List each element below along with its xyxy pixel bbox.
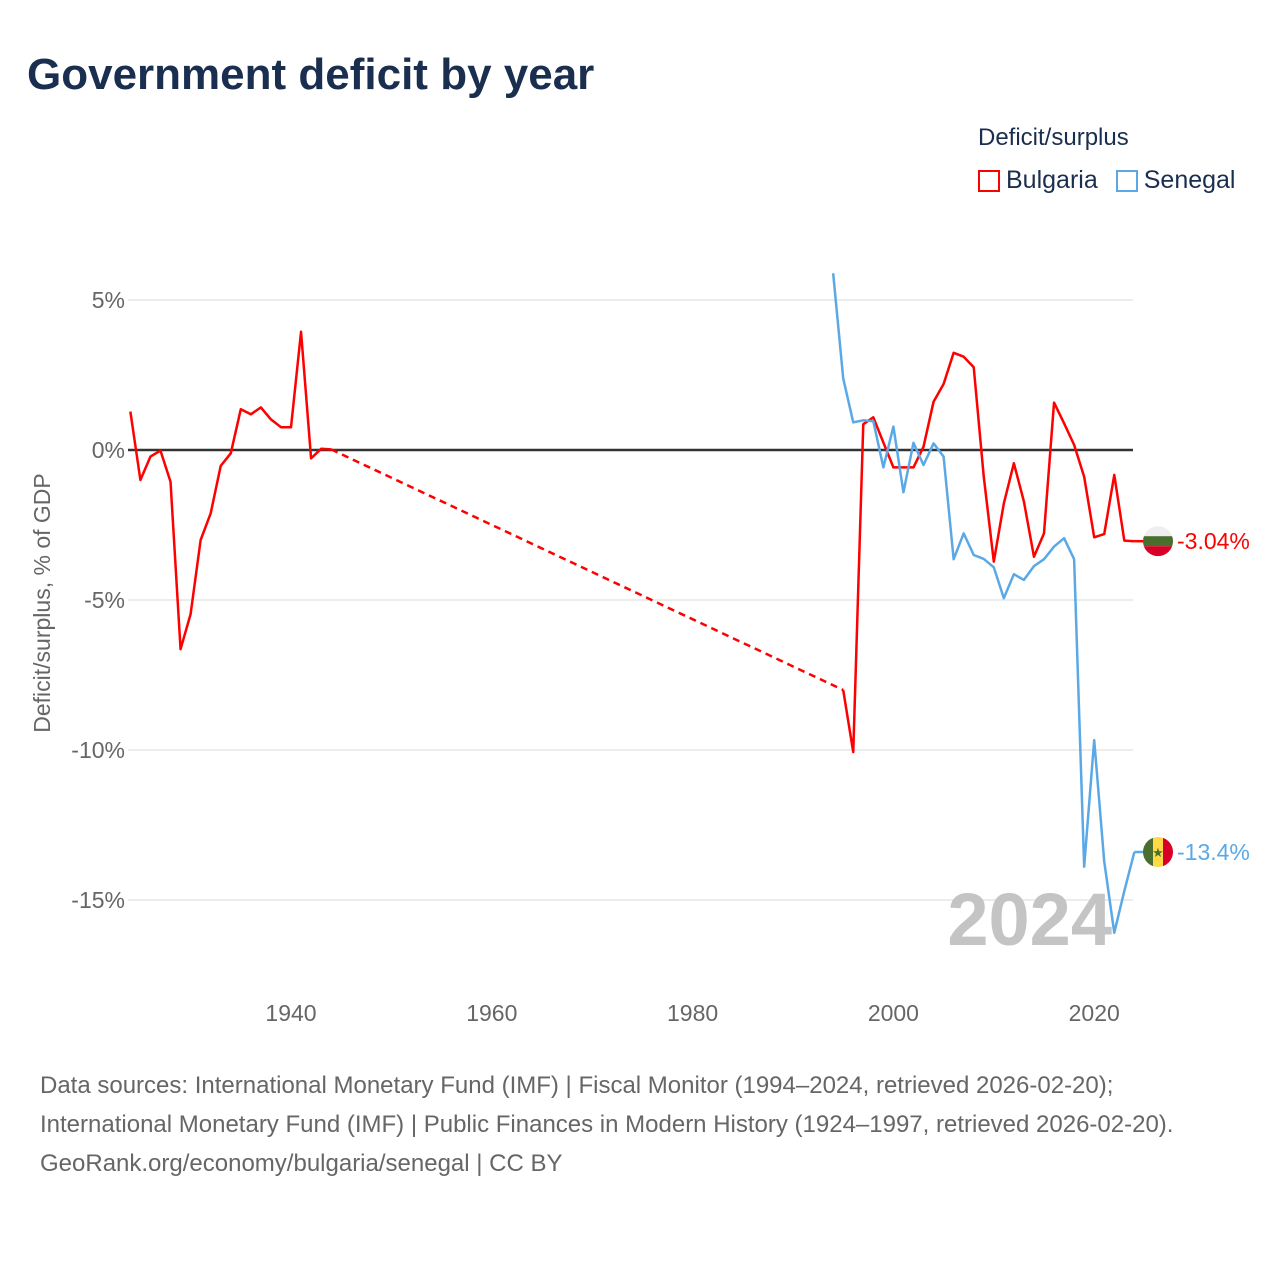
- series-line-senegal: [831, 273, 1136, 934]
- x-tick-label: 1940: [265, 1000, 316, 1026]
- legend-title: Deficit/surplus: [978, 124, 1129, 151]
- y-tick-label: -15%: [71, 887, 125, 913]
- x-tick-label: 2000: [868, 1000, 919, 1026]
- end-label-bulgaria: -3.04%: [1177, 528, 1250, 554]
- bulgaria-flag-icon: [1143, 526, 1173, 557]
- legend: Bulgaria Senegal: [978, 166, 1235, 195]
- y-tick-label: 0%: [92, 437, 125, 463]
- y-tick-label: -5%: [84, 587, 125, 613]
- chart-title: Government deficit by year: [27, 50, 595, 99]
- legend-item-senegal[interactable]: Senegal: [1115, 166, 1236, 195]
- data-sources: Data sources: International Monetary Fun…: [40, 1072, 1174, 1138]
- series-gap-bulgaria: [330, 448, 844, 692]
- credit-link[interactable]: GeoRank.org/economy/bulgaria/senegal | C…: [40, 1150, 563, 1177]
- legend-label-bulgaria: Bulgaria: [1006, 166, 1098, 194]
- y-tick-label: 5%: [92, 287, 125, 313]
- series-line-bulgaria: [129, 330, 332, 651]
- legend-swatch-bulgaria: [978, 169, 1000, 192]
- svg-text:★: ★: [1152, 845, 1164, 860]
- series-line-bulgaria: [841, 351, 1135, 754]
- line-chart: 5% 0% -5% -10% -15% 1940 1960 1980 2000 2020 Defic…: [29, 273, 1250, 1026]
- x-tick-label: 1960: [466, 1000, 517, 1026]
- legend-swatch-senegal: [1115, 169, 1138, 192]
- y-axis-label: Deficit/surplus, % of GDP: [29, 473, 55, 732]
- year-watermark: 2024: [947, 878, 1112, 961]
- senegal-flag-icon: ★: [1143, 837, 1173, 867]
- x-tick-label: 2020: [1069, 1000, 1120, 1026]
- end-label-senegal: -13.4%: [1177, 839, 1250, 865]
- footer: Data sources: International Monetary Fun…: [40, 1066, 1240, 1183]
- legend-item-bulgaria[interactable]: Bulgaria: [978, 166, 1098, 195]
- y-tick-label: -10%: [71, 737, 125, 763]
- x-tick-label: 1980: [667, 1000, 718, 1026]
- legend-label-senegal: Senegal: [1143, 166, 1236, 194]
